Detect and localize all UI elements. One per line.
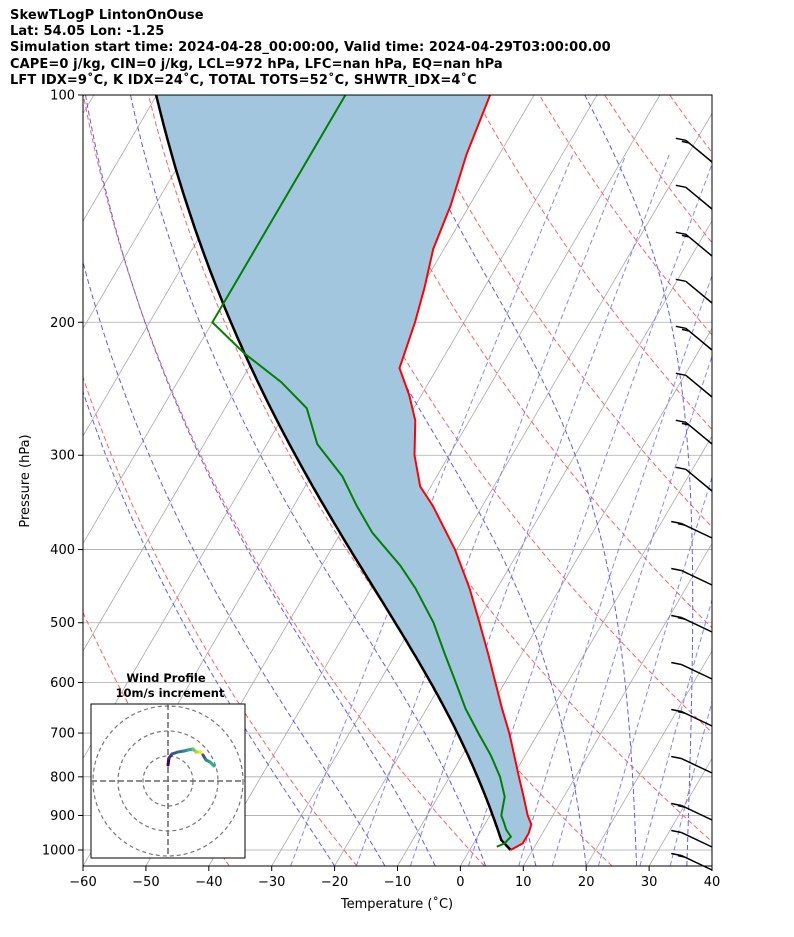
moist-adiabat-line [83,260,386,866]
mixing-ratio-line [468,162,712,866]
wind-profile-inset: Wind Profile 10m/s increment [90,671,246,859]
dry-adiabat-line [83,375,358,866]
x-tick-label: 10 [515,875,532,890]
isotherm-line [271,112,712,866]
y-tick-label: 400 [50,543,75,558]
x-tick-label: −50 [132,875,159,890]
y-tick-label: 200 [50,316,75,331]
wind-barb [671,829,713,848]
wind-barb [671,661,713,680]
moist-adiabat-line [270,95,587,866]
y-tick-label: 900 [50,809,75,824]
wind-barb [671,520,713,539]
x-axis-label: Temperature (˚C) [340,896,453,912]
x-tick-label: −40 [195,875,222,890]
x-tick-label: 40 [704,875,721,890]
isotherm-line [83,95,95,115]
isotherm-line [711,865,712,866]
temperature-line [398,95,533,851]
moist-adiabat-line [130,95,487,866]
mixing-ratio-line [518,274,712,866]
wind-barb [675,231,713,257]
isotherm-line [775,95,794,866]
y-axis-label: Pressure (hPa) [18,434,33,527]
x-tick-label: 0 [456,875,464,890]
y-tick-label: 300 [50,449,75,464]
wind-barb [671,614,713,633]
x-tick-label: −60 [69,875,96,890]
dewpoint-line [211,95,513,848]
dry-adiabat-line [213,95,712,843]
y-tick-label: 700 [50,727,75,742]
dry-adiabat-line [278,95,712,734]
isotherm-line [522,542,712,866]
chart-title-indices-line: LFT IDX=9˚C, K IDX=24˚C, TOTAL TOTS=52˚C… [10,73,477,88]
y-tick-label: 600 [50,676,75,691]
chart-title-station: SkewTLogP LintonOnOuse [10,8,204,23]
wind-barb [671,755,713,774]
y-tick-label: 800 [50,770,75,785]
dry-adiabat-line [669,95,712,154]
hodograph-title: Wind Profile [126,671,206,685]
wind-barb [671,708,713,727]
x-tick-label: 30 [641,875,658,890]
wind-barb [671,567,713,586]
isotherm-line [334,220,712,866]
wind-barb [675,184,713,210]
y-tick-label: 1000 [42,844,75,859]
y-tick-label: 500 [50,616,75,631]
chart-title-location: Lat: 54.05 Lon: -1.25 [10,24,165,39]
wind-barbs [671,137,713,871]
x-tick-label: 20 [578,875,595,890]
isotherm-line [208,95,661,866]
moist-adiabat-line [85,95,436,866]
mixing-ratio-line [409,154,670,866]
x-tick-label: −10 [384,875,411,890]
isotherm-line [585,650,712,866]
wind-barb [675,466,713,492]
wind-barb [675,419,713,445]
isotherm-line [83,95,220,330]
y-tick-label: 100 [50,89,75,104]
wind-barb [675,137,713,163]
hodograph-segment [208,760,216,768]
dry-adiabat-line [473,95,712,431]
isotherm-line [397,327,712,866]
axis-ticks: −60 −50 −40 −30 −20 −10 0 10 20 30 40 1000 900 800 700… [42,89,720,891]
x-tick-label: −30 [258,875,285,890]
wind-barb [675,278,713,304]
profile-lines [154,95,533,851]
moist-adiabat-line [584,95,694,866]
wind-barb [675,325,713,351]
mixing-ratio-line [639,598,712,866]
moist-adiabat-line [83,390,336,866]
wind-barb [671,852,713,871]
cape-cin-shading [156,95,532,850]
chart-title-times: Simulation start time: 2024-04-28_00:00:… [10,40,611,55]
parcel-profile-line [154,95,512,851]
chart-title-cape-line: CAPE=0 j/kg, CIN=0 j/kg, LCL=972 hPa, LF… [10,57,503,72]
mixing-ratio-line [669,699,712,866]
dry-adiabat-line [735,95,794,866]
mixing-ratio-line [551,354,712,866]
x-tick-label: −20 [321,875,348,890]
wind-barb [675,372,713,398]
wind-barb [671,802,713,821]
isotherm-line [460,435,712,866]
dry-adiabat-line [83,95,485,866]
cape-cin-area [156,95,532,850]
hodograph-subtitle: 10m/s increment [116,686,225,700]
